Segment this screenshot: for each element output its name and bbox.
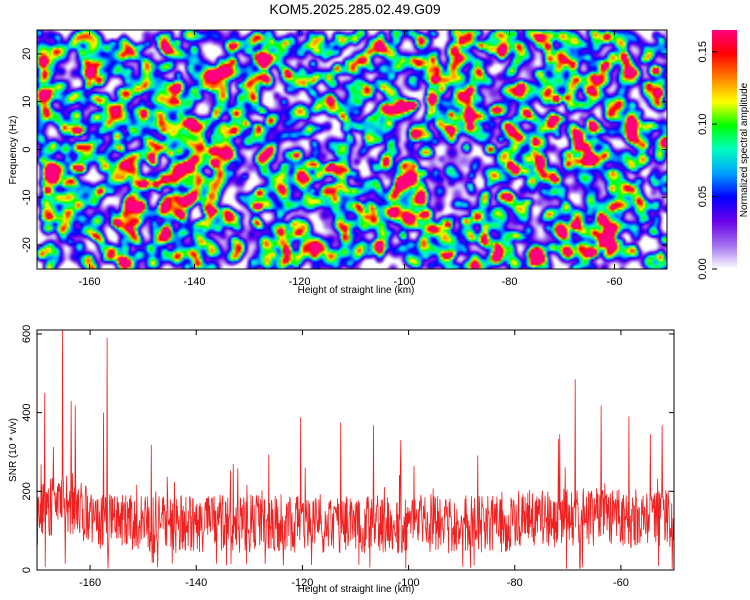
snr-x-tick-label: -140 (185, 577, 207, 589)
figure-title: KOM5.2025.285.02.49.G09 (269, 1, 440, 17)
snr-y-label: SNR (10 * v/v) (8, 418, 19, 482)
colorbar-axis: 0.00 0.05 0.10 0.15 (697, 41, 717, 280)
snr-y-tick-label: 0 (21, 567, 33, 573)
snr-y-tick-label: 200 (21, 482, 33, 500)
spectrogram-y-tick-label: 10 (21, 96, 33, 108)
snr-y-tick-label: 600 (21, 325, 33, 343)
snr-x-tick-label: -160 (79, 577, 101, 589)
spectrogram-x-tick-label: -160 (78, 276, 100, 288)
spectrogram-x-tick-label: -100 (393, 276, 415, 288)
spectrogram-y-tick-label: -20 (21, 237, 33, 253)
colorbar-label: Normalized spectral amplitude (739, 82, 750, 217)
spectrogram-x-tick-label: -80 (502, 276, 518, 288)
spectrogram-y-label: Frequency (Hz) (8, 116, 19, 185)
snr-x-label: Height of straight line (km) (298, 584, 415, 595)
spectrogram-x-tick-label: -140 (183, 276, 205, 288)
spectrogram-x-tick-label: -120 (288, 276, 310, 288)
snr-y-axis: 0 200 400 600 (21, 325, 674, 573)
spectrogram-x-label: Height of straight line (km) (298, 285, 415, 296)
colorbar-tick-label: 0.15 (697, 41, 709, 62)
snr-frame (36, 329, 675, 571)
snr-y-tick-label: 400 (21, 403, 33, 421)
snr-x-tick-label: -100 (398, 577, 420, 589)
colorbar-tick-label: 0.00 (697, 258, 709, 279)
spectrogram-y-tick-label: 20 (21, 48, 33, 60)
spectrogram-image (37, 30, 667, 269)
colorbar-gradient (712, 30, 737, 269)
snr-series-line (37, 330, 674, 570)
snr-x-tick-label: -80 (507, 577, 523, 589)
spectrogram-x-tick-label: -60 (607, 276, 623, 288)
snr-panel: -160 -140 -120 -100 -80 -60 0 200 400 600 Height… (8, 325, 675, 595)
spectrogram-x-axis: -160 -140 -120 -100 -80 -60 (78, 30, 622, 288)
colorbar: 0.00 0.05 0.10 0.15 Normalized spectral amp… (697, 30, 750, 280)
spectrogram-y-tick-label: -10 (21, 189, 33, 205)
spectrogram-y-tick-label: 0 (21, 146, 33, 152)
snr-x-tick-label: -120 (291, 577, 313, 589)
snr-x-tick-label: -60 (613, 577, 629, 589)
snr-x-axis: -160 -140 -120 -100 -80 -60 (79, 330, 629, 589)
spectrogram-y-axis: -20 -10 0 10 20 (21, 48, 667, 253)
colorbar-tick-label: 0.10 (697, 113, 709, 134)
colorbar-tick-label: 0.05 (697, 186, 709, 207)
